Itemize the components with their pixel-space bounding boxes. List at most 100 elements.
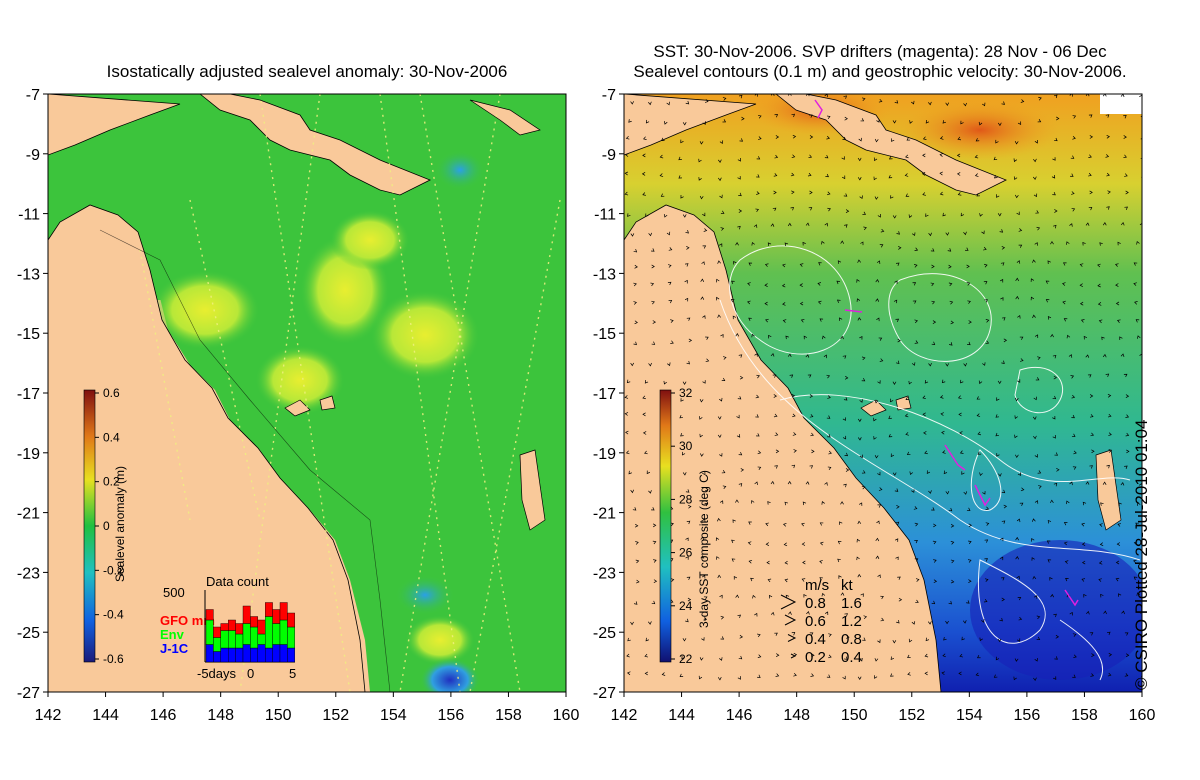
velocity-arrow <box>911 489 915 493</box>
velocity-arrow <box>1069 94 1073 97</box>
sla-colorbar-label: Sealevel anomaly (m) <box>113 466 127 582</box>
velocity-arrow <box>633 248 638 253</box>
velocity-arrow <box>768 334 772 339</box>
velocity-arrow <box>843 397 848 401</box>
velocity-arrow <box>1079 263 1084 267</box>
velocity-arrow <box>1106 631 1111 636</box>
velocity-arrow <box>1086 610 1090 615</box>
velocity-arrow <box>1106 172 1110 177</box>
velocity-arrow <box>873 436 877 440</box>
velocity-arrow <box>997 122 1002 127</box>
velocity-arrow <box>963 491 968 495</box>
left-y-tick-label: -13 <box>17 266 40 283</box>
velocity-arrow <box>764 283 768 287</box>
velocity-arrow <box>1001 360 1005 364</box>
right-x-tick-label: 142 <box>611 707 638 724</box>
sst-map[interactable] <box>623 85 1150 693</box>
velocity-arrow <box>634 523 639 528</box>
velocity-arrow <box>837 540 842 545</box>
velocity-arrow <box>790 172 795 177</box>
velocity-arrow <box>643 136 647 140</box>
velocity-arrow <box>775 673 780 677</box>
velocity-arrow <box>837 558 841 563</box>
velocity-arrow <box>933 579 938 584</box>
velocity-arrow <box>924 653 929 658</box>
velocity-legend-ms: 0.2 <box>805 649 826 666</box>
colorbar-tick-label: 0 <box>103 519 110 533</box>
velocity-legend-ms: 0.6 <box>805 613 826 630</box>
velocity-arrow <box>914 340 919 344</box>
velocity-arrow <box>1018 244 1023 248</box>
velocity-arrow <box>824 222 828 227</box>
velocity-arrow <box>1089 632 1094 636</box>
velocity-arrow <box>1081 522 1085 527</box>
velocity-arrow <box>1081 560 1086 565</box>
velocity-arrow <box>1020 99 1025 103</box>
velocity-arrow <box>984 558 988 562</box>
data-count-bar-j1c <box>235 647 244 663</box>
data-count-bar-env <box>213 637 221 652</box>
velocity-arrow <box>842 675 846 680</box>
velocity-arrow <box>898 246 902 250</box>
velocity-arrow <box>822 335 826 340</box>
velocity-arrow <box>1014 415 1018 419</box>
velocity-arrow <box>945 232 950 236</box>
velocity-arrow <box>906 451 911 455</box>
velocity-arrow <box>756 156 761 160</box>
velocity-arrow <box>1124 206 1128 210</box>
velocity-arrow <box>1045 299 1050 303</box>
velocity-arrow <box>1047 519 1052 524</box>
velocity-arrow <box>626 671 631 676</box>
velocity-arrow <box>996 453 1000 457</box>
velocity-arrow <box>842 435 847 440</box>
sla-map[interactable] <box>47 93 567 702</box>
velocity-arrow <box>757 633 761 638</box>
data-count-bar-j1c <box>265 647 273 663</box>
velocity-arrow <box>1124 632 1129 636</box>
velocity-arrow <box>788 611 792 615</box>
velocity-arrow <box>653 579 658 584</box>
velocity-arrow <box>979 637 983 642</box>
velocity-arrow <box>939 191 944 196</box>
velocity-arrow <box>874 196 879 200</box>
velocity-arrow <box>1123 115 1127 119</box>
velocity-arrow <box>857 259 861 263</box>
velocity-arrow <box>719 500 724 504</box>
velocity-arrow <box>1136 240 1140 245</box>
colorbar-tick-label: 28 <box>679 492 693 506</box>
velocity-arrow <box>993 156 998 161</box>
velocity-arrow <box>789 374 794 378</box>
left-panel-title: Isostatically adjusted sealevel anomaly:… <box>106 62 508 81</box>
data-count-bar-gfo <box>257 619 266 635</box>
velocity-arrow <box>652 320 657 324</box>
velocity-arrow <box>1107 672 1112 677</box>
velocity-arrow <box>1081 542 1086 546</box>
velocity-arrow <box>925 637 930 642</box>
velocity-arrow <box>924 671 928 676</box>
velocity-arrow <box>738 354 743 358</box>
velocity-arrow <box>1070 173 1074 177</box>
colorbar-tick-label: -0.4 <box>103 608 124 622</box>
velocity-arrow <box>1125 190 1129 195</box>
velocity-arrow <box>802 560 806 565</box>
velocity-arrow <box>1050 499 1054 504</box>
velocity-arrow <box>963 363 967 367</box>
velocity-arrow <box>652 540 657 545</box>
velocity-arrow <box>827 207 831 212</box>
velocity-arrow <box>1016 379 1021 383</box>
velocity-arrow <box>950 541 955 545</box>
velocity-arrow <box>826 191 831 196</box>
velocity-arrow <box>627 213 631 217</box>
velocity-arrow <box>966 282 971 286</box>
velocity-arrow <box>765 318 769 323</box>
velocity-arrow <box>827 395 831 399</box>
velocity-arrow <box>879 244 884 248</box>
velocity-arrow <box>648 101 652 106</box>
velocity-arrow <box>898 597 903 602</box>
velocity-arrow <box>1071 433 1076 437</box>
velocity-arrow <box>717 434 722 439</box>
velocity-arrow <box>967 559 972 563</box>
bathymetry-contour <box>99 229 391 692</box>
velocity-arrow <box>922 153 926 158</box>
colorbar-tick-label: -0.6 <box>103 652 124 666</box>
